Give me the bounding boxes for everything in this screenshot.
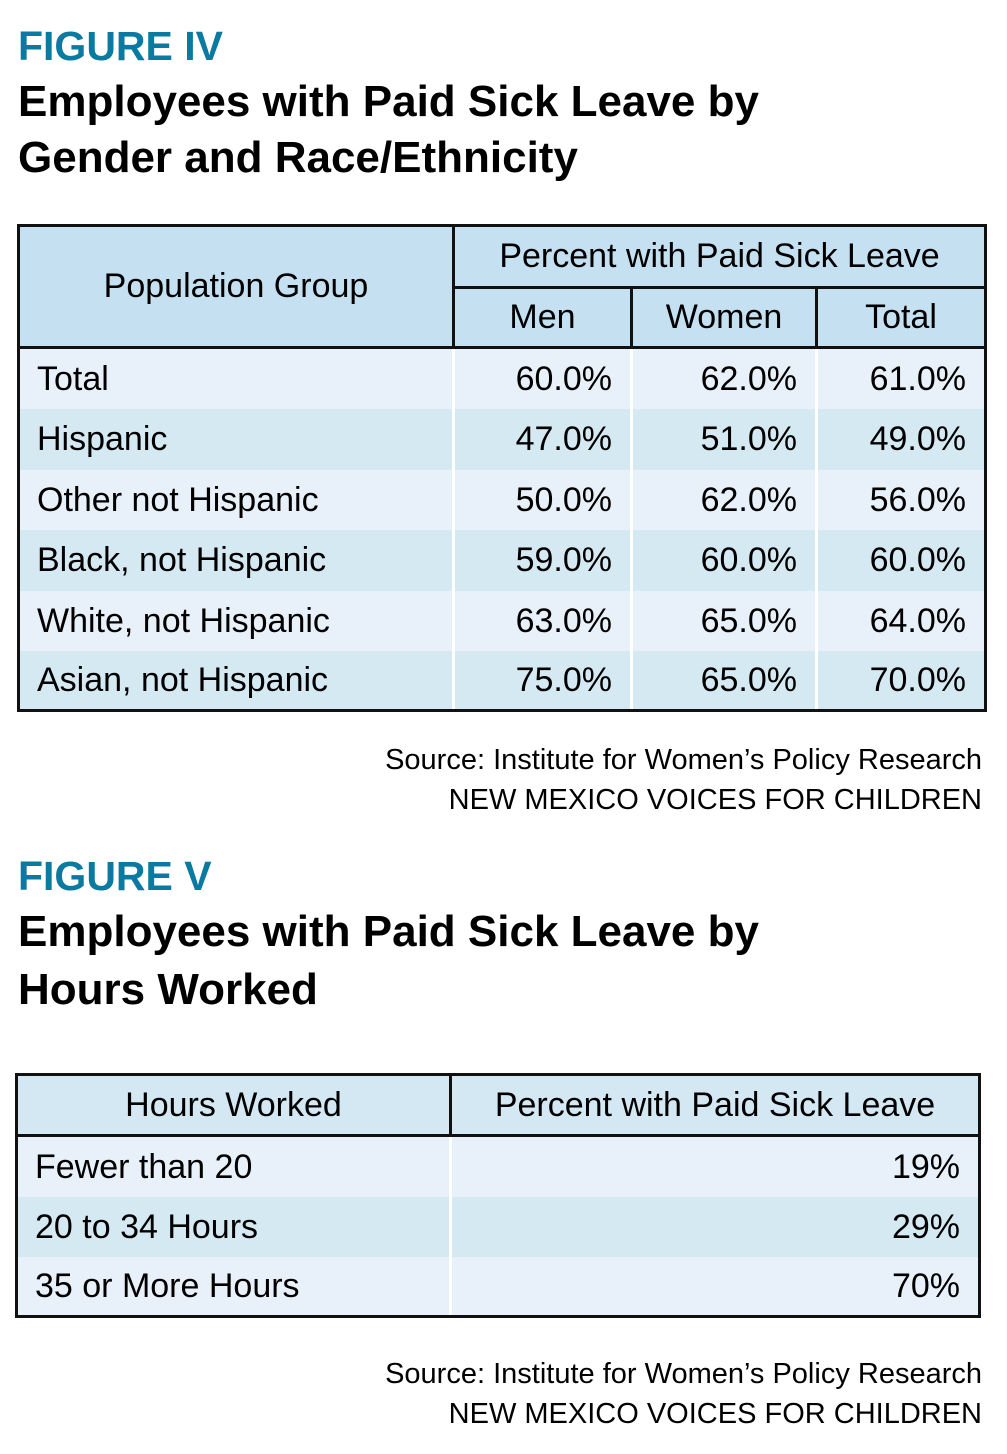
- cell-men: 50.0%: [455, 470, 630, 530]
- divider: [630, 349, 633, 709]
- row-label: Hispanic: [20, 409, 452, 470]
- cell-total: 70.0%: [818, 651, 984, 709]
- figure-5-title-line2: Hours Worked: [18, 965, 318, 1014]
- figure-5-org: NEW MEXICO VOICES FOR CHILDREN: [448, 1398, 982, 1430]
- figure-4-label: FIGURE IV: [18, 23, 224, 69]
- divider: [815, 349, 818, 709]
- divider: [815, 286, 818, 349]
- cell-percent: 70%: [452, 1257, 978, 1315]
- cell-men: 59.0%: [455, 530, 630, 591]
- divider: [452, 349, 455, 709]
- cell-men: 47.0%: [455, 409, 630, 470]
- divider: [18, 1134, 978, 1137]
- divider: [452, 286, 984, 289]
- cell-women: 65.0%: [633, 591, 815, 651]
- cell-percent: 19%: [452, 1137, 978, 1197]
- header-percent: Percent with Paid Sick Leave: [452, 1076, 978, 1134]
- header-total: Total: [818, 289, 984, 346]
- cell-men: 75.0%: [455, 651, 630, 709]
- figure-4-title-line2: Gender and Race/Ethnicity: [18, 133, 578, 182]
- figure-4-title-line1: Employees with Paid Sick Leave by: [18, 77, 759, 126]
- cell-percent: 29%: [452, 1197, 978, 1257]
- divider: [20, 346, 984, 349]
- figure-4-table: Population Group Percent with Paid Sick …: [17, 224, 987, 712]
- divider: [449, 1076, 452, 1137]
- cell-total: 61.0%: [818, 349, 984, 409]
- row-label: 35 or More Hours: [18, 1257, 449, 1315]
- cell-women: 60.0%: [633, 530, 815, 591]
- cell-men: 63.0%: [455, 591, 630, 651]
- row-label: Other not Hispanic: [20, 470, 452, 530]
- cell-total: 56.0%: [818, 470, 984, 530]
- row-label: 20 to 34 Hours: [18, 1197, 449, 1257]
- row-label: White, not Hispanic: [20, 591, 452, 651]
- cell-women: 65.0%: [633, 651, 815, 709]
- figure-5-source: Source: Institute for Women’s Policy Res…: [385, 1358, 982, 1390]
- header-population-group: Population Group: [20, 227, 452, 346]
- row-label: Fewer than 20: [18, 1137, 449, 1197]
- header-women: Women: [633, 289, 815, 346]
- figure-4-org: NEW MEXICO VOICES FOR CHILDREN: [448, 784, 982, 816]
- header-percent-span: Percent with Paid Sick Leave: [455, 227, 984, 286]
- cell-total: 60.0%: [818, 530, 984, 591]
- cell-total: 64.0%: [818, 591, 984, 651]
- header-men: Men: [455, 289, 630, 346]
- header-hours-worked: Hours Worked: [18, 1076, 449, 1134]
- cell-women: 62.0%: [633, 470, 815, 530]
- figure-4-source: Source: Institute for Women’s Policy Res…: [385, 744, 982, 776]
- figure-5-label: FIGURE V: [18, 853, 212, 899]
- divider: [630, 286, 633, 349]
- divider: [449, 1137, 452, 1315]
- figure-5-table: Hours Worked Percent with Paid Sick Leav…: [15, 1073, 981, 1318]
- figure-5-title-line1: Employees with Paid Sick Leave by: [18, 907, 759, 956]
- row-label: Black, not Hispanic: [20, 530, 452, 591]
- cell-women: 51.0%: [633, 409, 815, 470]
- row-label: Total: [20, 349, 452, 409]
- cell-men: 60.0%: [455, 349, 630, 409]
- row-label: Asian, not Hispanic: [20, 651, 452, 709]
- cell-women: 62.0%: [633, 349, 815, 409]
- cell-total: 49.0%: [818, 409, 984, 470]
